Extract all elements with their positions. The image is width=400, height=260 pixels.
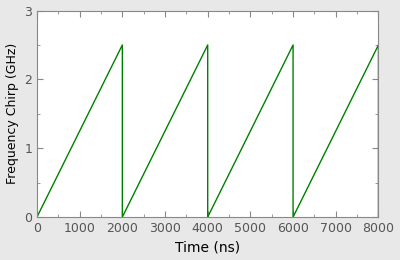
Y-axis label: Frequency Chirp (GHz): Frequency Chirp (GHz)	[6, 43, 18, 184]
X-axis label: Time (ns): Time (ns)	[175, 240, 240, 255]
